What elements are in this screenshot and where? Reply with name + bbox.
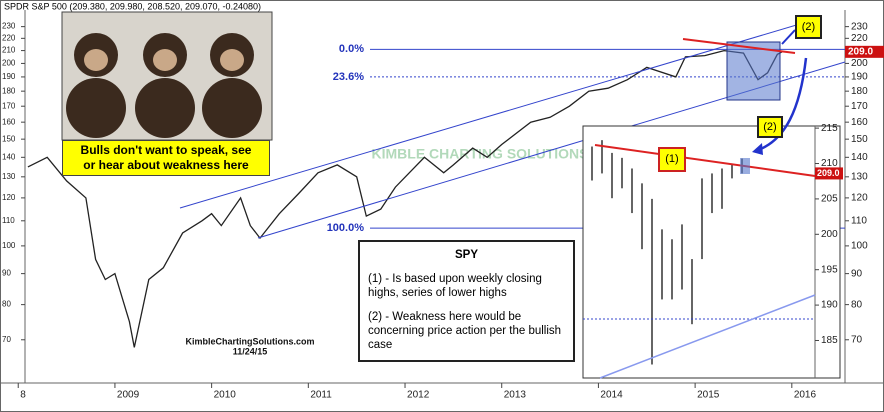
y-tick-label: 120 — [851, 193, 868, 204]
note-item: (1) - Is based upon weekly closing highs… — [368, 273, 542, 299]
y-tick-label: 220 — [2, 33, 16, 42]
inset-y-tick-label: 190 — [821, 300, 838, 311]
date: 11/24/15 — [233, 346, 268, 356]
y-tick-label: 230 — [851, 21, 868, 32]
y-tick-label: 210 — [2, 46, 16, 55]
inset-y-tick-label: 215 — [821, 123, 838, 134]
inset-y-tick-label: 185 — [821, 335, 838, 346]
y-tick-label: 180 — [2, 86, 16, 95]
x-tick-label: 2011 — [310, 390, 332, 401]
callout-resistance: (1) — [658, 147, 686, 172]
y-tick-label: 150 — [2, 134, 16, 143]
monkeys-image — [61, 11, 273, 141]
y-tick-label: 100 — [851, 241, 868, 252]
inset-trendline — [599, 294, 816, 379]
inset-price-tag-label: 209.0 — [817, 168, 840, 178]
x-tick-label: 2012 — [407, 390, 430, 401]
x-tick-label: 2009 — [117, 390, 140, 401]
source: KimbleChartingSolutions.com — [185, 336, 314, 346]
fib-label: 0.0% — [339, 43, 364, 55]
y-tick-label: 80 — [851, 299, 863, 310]
callout-pointer — [781, 29, 796, 45]
notes-box: SPY (1) - Is based upon weekly closing h… — [358, 240, 575, 362]
arrow-head — [752, 143, 763, 155]
y-tick-label: 110 — [2, 216, 15, 225]
price-line — [27, 49, 783, 348]
inset-y-tick-label: 195 — [821, 264, 838, 275]
y-tick-label: 90 — [2, 269, 11, 278]
y-tick-label: 110 — [851, 215, 867, 226]
x-tick-label: 2013 — [504, 390, 527, 401]
header: SPDR S&P 500 (209.380, 209.980, 208.520,… — [4, 1, 261, 11]
inset-resistance — [594, 144, 816, 177]
inset-y-tick-label: 210 — [821, 158, 838, 169]
x-tick-label: 2015 — [697, 390, 720, 401]
x-tick-label: 2010 — [214, 390, 237, 401]
y-tick-label: 150 — [851, 134, 868, 145]
y-tick-label: 180 — [851, 86, 868, 97]
y-tick-label: 80 — [2, 300, 11, 309]
y-tick-label: 70 — [2, 335, 11, 344]
y-tick-label: 170 — [2, 101, 16, 110]
callout-top: (2) — [795, 15, 822, 39]
inset-layer: 185 190 195 200 205 210 215 209.0 — [591, 123, 843, 378]
y-tick-label: 160 — [2, 117, 16, 126]
note-item: (2) - Weakness here would be concerning … — [368, 311, 562, 351]
x-tick-label: 2014 — [600, 390, 623, 401]
y-tick-label: 140 — [2, 152, 16, 161]
channel-upper — [179, 17, 821, 209]
y-tick-label: 130 — [851, 171, 868, 182]
price-tag — [845, 45, 884, 58]
inset-y-tick-label: 205 — [821, 194, 838, 205]
y-tick-label: 200 — [2, 59, 16, 68]
y-tick-label: 70 — [851, 334, 863, 345]
y-tick-label: 230 — [2, 22, 16, 31]
y-tick-label: 120 — [2, 193, 16, 202]
y-tick-label: 190 — [851, 72, 868, 83]
connector-arrow — [757, 57, 808, 152]
y-tick-label: 170 — [851, 101, 868, 112]
y-tick-label: 220 — [851, 33, 868, 44]
inset-frame — [582, 125, 841, 379]
inset-y-tick-label: 200 — [821, 229, 838, 240]
caption-box: Bulls don't want to speak, see or hear a… — [62, 140, 270, 176]
callout-inset: (2) — [757, 116, 783, 138]
inset-price-tag — [815, 167, 843, 180]
y-tick-label: 90 — [851, 268, 863, 279]
inset-highlight — [740, 158, 750, 174]
fib-label: 23.6% — [333, 71, 364, 83]
x-tick-label: 2016 — [794, 390, 817, 401]
x-tick-label: 8 — [20, 390, 26, 401]
highlight-box — [726, 41, 781, 101]
watermark: KIMBLE CHARTING SOLUTIONS — [372, 146, 589, 162]
y-tick-label: 200 — [851, 58, 868, 69]
y-tick-label: 190 — [2, 72, 16, 81]
y-tick-label: 140 — [851, 152, 868, 163]
y-tick-label: 130 — [2, 172, 16, 181]
y-tick-label: 160 — [851, 117, 868, 128]
price-tag-label: 209.0 — [848, 46, 873, 57]
fib-label: 100.0% — [327, 222, 365, 234]
resistance-line — [682, 38, 796, 54]
notes-title: SPY — [454, 249, 478, 261]
y-tick-label: 100 — [2, 241, 16, 250]
